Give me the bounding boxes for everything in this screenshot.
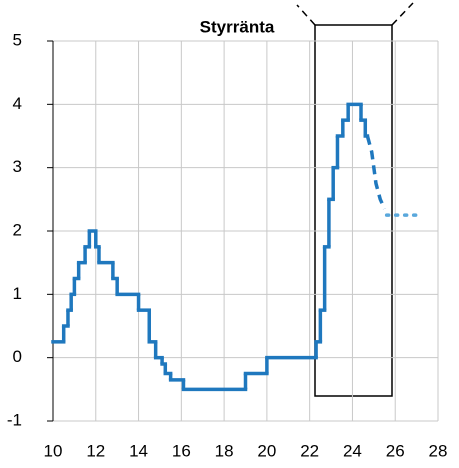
zoom-connector	[296, 4, 316, 26]
zoom-connector	[391, 2, 414, 26]
x-tick-label: 18	[215, 441, 234, 460]
y-tick-label: -1	[7, 410, 22, 429]
y-tick-label: 1	[13, 284, 22, 303]
y-tick-label: 3	[13, 157, 22, 176]
chart-title: Styrränta	[200, 17, 275, 36]
x-tick-label: 12	[86, 441, 105, 460]
y-tick-label: 5	[13, 30, 22, 49]
x-tick-label: 14	[129, 441, 148, 460]
x-tick-label: 20	[257, 441, 276, 460]
x-tick-label: 26	[386, 441, 405, 460]
y-tick-label: 0	[13, 347, 22, 366]
y-tick-label: 4	[13, 94, 22, 113]
x-tick-label: 28	[429, 441, 448, 460]
x-tick-label: 22	[300, 441, 319, 460]
x-tick-label: 24	[343, 441, 362, 460]
x-tick-label: 16	[172, 441, 191, 460]
zoom-box	[314, 24, 393, 397]
x-tick-label: 10	[44, 441, 63, 460]
forecast-line	[365, 135, 387, 210]
y-tick-label: 2	[13, 220, 22, 239]
